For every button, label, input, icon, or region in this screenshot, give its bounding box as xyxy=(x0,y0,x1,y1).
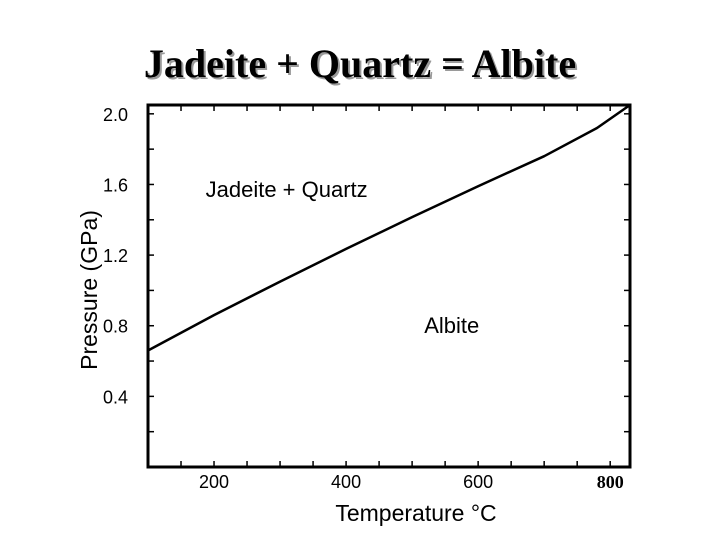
y-tick-label: 1.2 xyxy=(103,246,128,266)
plot-frame xyxy=(146,103,632,469)
tick-labels: 200 400 600 800 0.4 0.8 1.2 1.6 2.0 xyxy=(103,105,624,492)
reaction-boundary-line xyxy=(147,103,631,352)
chart-title: Jadeite + Quartz = Albite xyxy=(143,41,577,86)
y-axis-label: Pressure (GPa) xyxy=(76,210,102,370)
y-tick-label: 1.6 xyxy=(103,175,128,195)
x-tick-label: 400 xyxy=(331,472,361,492)
axis-ticks xyxy=(148,105,630,467)
y-tick-label: 0.4 xyxy=(103,387,128,407)
region-label-jadeite-quartz: Jadeite + Quartz xyxy=(206,177,368,202)
x-tick-label: 800 xyxy=(597,472,624,492)
y-tick-label: 0.8 xyxy=(103,317,128,337)
x-tick-label: 600 xyxy=(463,472,493,492)
y-tick-label: 2.0 xyxy=(103,105,128,125)
x-axis-label: Temperature °C xyxy=(335,500,496,526)
x-tick-label: 200 xyxy=(199,472,229,492)
region-label-albite: Albite xyxy=(424,313,479,338)
